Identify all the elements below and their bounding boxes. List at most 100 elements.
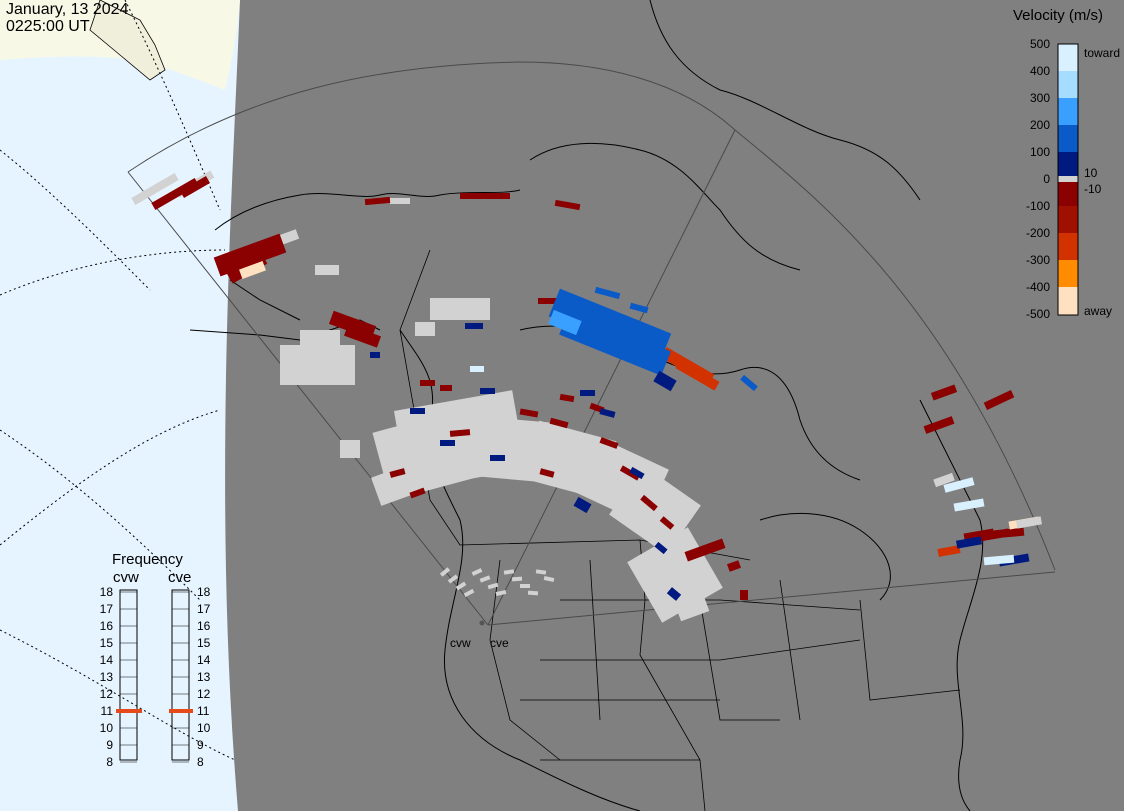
alaska-sky-coast	[89, 0, 166, 81]
velocity-cell	[420, 380, 435, 386]
frequency-tick-left: 14	[100, 653, 114, 667]
velocity-cell	[684, 538, 726, 562]
velocity-cell	[180, 176, 210, 198]
velocity-cell	[527, 590, 539, 596]
velocity-cell	[440, 385, 452, 391]
velocity-cell	[933, 472, 955, 488]
velocity-cell	[594, 286, 621, 300]
frequency-tick-left: 12	[100, 687, 114, 701]
toward-label: toward	[1084, 46, 1120, 60]
frequency-marker-cve	[169, 709, 193, 713]
frequency-tick-left: 13	[100, 670, 114, 684]
velocity-cell	[548, 309, 582, 336]
velocity-tick-label: -100	[1026, 199, 1050, 213]
velocity-cell	[953, 498, 985, 512]
velocity-cell	[943, 477, 975, 493]
frequency-tick-left: 15	[100, 636, 114, 650]
velocity-cell	[519, 408, 539, 418]
velocity-cell	[955, 536, 983, 549]
velocity-cell	[573, 496, 592, 514]
frequency-marker-cvw	[116, 709, 142, 713]
velocity-cell	[503, 569, 515, 575]
velocity-cell	[430, 298, 490, 320]
colorbar-title: Velocity (m/s)	[1013, 7, 1103, 24]
velocity-cell	[654, 541, 668, 555]
velocity-cell	[470, 366, 484, 372]
velocity-tick-label: -400	[1026, 280, 1050, 294]
frequency-tick-right: 9	[197, 738, 204, 752]
velocity-cell	[520, 584, 530, 588]
velocity-cell	[559, 310, 671, 376]
observation-time: 0225:00 UT	[6, 18, 90, 35]
frequency-tick-right: 17	[197, 602, 211, 616]
velocity-cell	[463, 588, 475, 598]
frequency-tick-right: 11	[197, 704, 210, 718]
velocity-tick-label: 200	[1030, 118, 1050, 132]
velocity-cell	[390, 198, 410, 204]
velocity-cell	[666, 587, 682, 601]
velocity-cell	[983, 390, 1015, 410]
velocity-cell	[726, 560, 742, 572]
velocity-cell	[409, 487, 426, 499]
velocity-tick-label: 100	[1030, 145, 1050, 159]
velocity-cell	[410, 408, 425, 414]
frequency-tick-right: 13	[197, 670, 211, 684]
velocity-cell	[930, 384, 958, 401]
radar-sites: cvw cve	[450, 620, 509, 650]
velocity-cell	[549, 417, 569, 429]
velocity-cell	[340, 440, 360, 458]
velocity-cell	[487, 582, 499, 590]
velocity-cell	[480, 388, 495, 394]
frequency-tick-right: 16	[197, 619, 211, 633]
velocity-cell	[370, 352, 380, 358]
velocity-cell	[983, 554, 1015, 566]
velocity-tick-label: 300	[1030, 91, 1050, 105]
site-label-cvw: cvw	[450, 636, 471, 650]
sky-grid	[0, 0, 236, 761]
frequency-tick-right: 18	[197, 585, 211, 599]
velocity-cell	[455, 581, 467, 591]
velocity-cell	[389, 468, 406, 478]
velocity-cell	[740, 374, 758, 392]
velocity-cell	[659, 516, 675, 530]
velocity-cell	[599, 437, 619, 449]
velocity-tick-label: -200	[1026, 226, 1050, 240]
frequency-panel: Frequency cvw cve 18 18 17 17 16 16 15 15 14 14 13…	[100, 551, 211, 769]
velocity-cell	[538, 298, 556, 304]
velocity-tick-label: -300	[1026, 253, 1050, 267]
velocity-cell	[675, 359, 720, 391]
frequency-tick-right: 12	[197, 687, 211, 701]
frequency-tick-left: 9	[106, 738, 113, 752]
velocity-cell	[599, 408, 616, 418]
near-zero-label-neg: -10	[1084, 182, 1102, 196]
away-label: away	[1084, 304, 1112, 318]
near-zero-label-pos: 10	[1084, 166, 1098, 180]
velocity-cell	[619, 465, 641, 481]
frequency-tick-right: 10	[197, 721, 211, 735]
velocity-cell	[740, 590, 748, 600]
velocity-cell	[665, 568, 710, 622]
coastlines	[189, 0, 984, 811]
velocity-tick-label: -500	[1026, 307, 1050, 321]
velocity-cell	[609, 465, 701, 555]
velocity-colorbar: Velocity (m/s) 500 400 300 200 100 0 -100 -200 -…	[1013, 7, 1120, 321]
velocity-cell	[490, 455, 505, 461]
observation-date: January, 13 2024	[6, 1, 129, 18]
velocity-cell	[923, 416, 955, 434]
velocity-cell	[535, 569, 547, 575]
velocity-cell	[415, 322, 435, 336]
frequency-tick-left: 18	[100, 585, 114, 599]
frequency-bar-cvw	[119, 589, 138, 761]
frequency-tick-left: 11	[101, 704, 114, 718]
velocity-cell	[151, 178, 199, 210]
velocity-cells	[131, 170, 1043, 623]
velocity-cell	[653, 370, 677, 392]
political-borders	[399, 249, 961, 811]
velocity-cell	[344, 324, 381, 348]
velocity-cell	[364, 196, 391, 206]
site-label-cve: cve	[490, 636, 509, 650]
frequency-radar-cvw: cvw	[113, 569, 139, 586]
frequency-radar-cve: cve	[168, 569, 191, 586]
velocity-tick-label: 0	[1043, 172, 1050, 186]
